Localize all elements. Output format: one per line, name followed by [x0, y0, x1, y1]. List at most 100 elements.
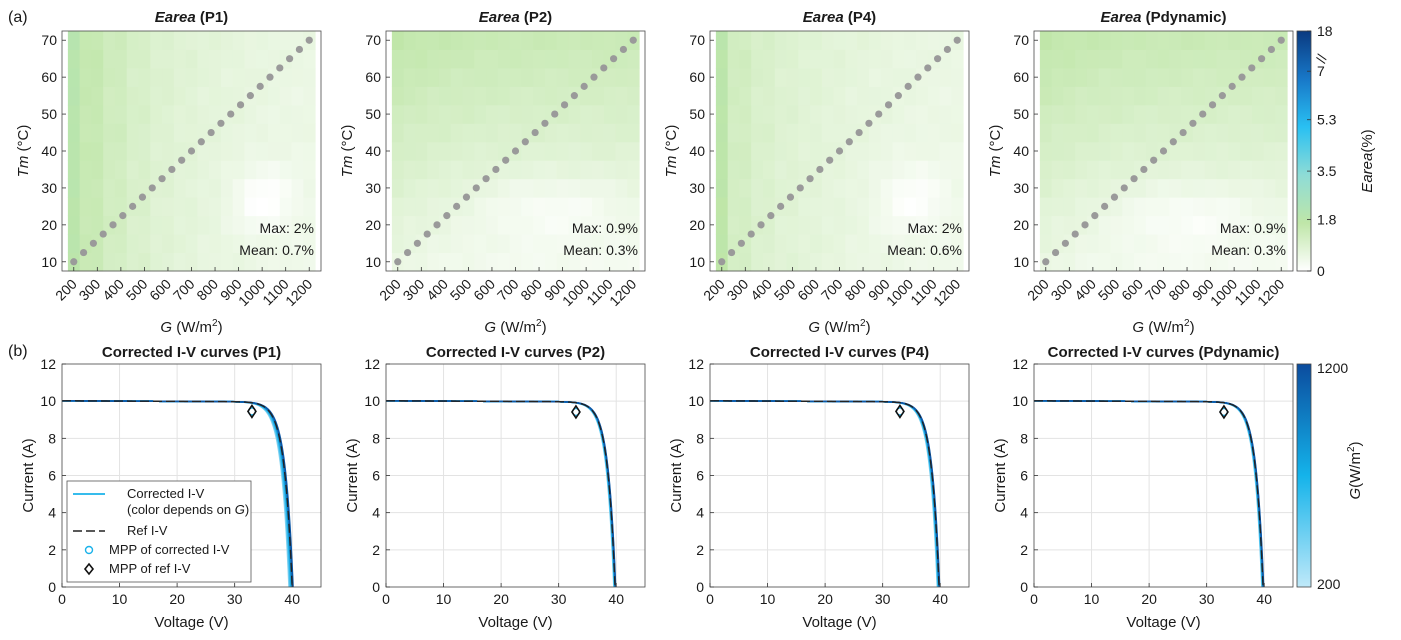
heatmap-cell — [1051, 141, 1064, 161]
heatmap-cell — [845, 31, 858, 50]
heatmap-cell — [162, 178, 175, 198]
heatmap-cell — [1228, 67, 1241, 87]
x-tick-label: 700 — [1142, 276, 1170, 304]
heatmap-cell — [79, 67, 92, 87]
heatmap-cell — [197, 141, 210, 161]
heatmap-cell — [904, 160, 917, 180]
diagonal-marker — [423, 230, 431, 238]
heatmap-cell — [497, 67, 511, 87]
diagonal-marker — [295, 45, 304, 54]
heatmap-cell — [1134, 86, 1147, 106]
heatmap-cell — [615, 252, 628, 272]
heatmap-cell — [256, 104, 269, 124]
heatmap-cell — [580, 197, 593, 217]
heatmap-cell — [603, 67, 617, 87]
heatmap-cell — [857, 86, 870, 106]
heatmap-cell — [739, 86, 752, 106]
heatmap-cell — [521, 67, 534, 87]
heatmap-cell — [1181, 234, 1194, 254]
heatmap-cell — [474, 123, 487, 143]
heatmap-cell — [1228, 178, 1241, 198]
heatmap-cell — [1204, 49, 1217, 69]
heatmap-cell — [568, 197, 581, 217]
x-tick-label: 30 — [227, 591, 243, 607]
heatmap-cell — [291, 49, 304, 69]
heatmap-cell — [603, 49, 617, 69]
colorbar-tick-label-max: 1200 — [1317, 360, 1348, 376]
heatmap-cell — [892, 178, 905, 198]
heatmap-cell — [627, 160, 640, 180]
heatmap-cell — [1157, 234, 1170, 254]
heatmap-cell — [1145, 215, 1159, 235]
heatmap-cell — [91, 252, 104, 272]
y-tick-label: 50 — [689, 106, 705, 122]
heatmap-cell — [762, 141, 776, 161]
heatmap-cell — [1228, 49, 1241, 69]
heatmap-cell — [126, 123, 140, 143]
colorbar-label: G(W/m2) — [1346, 441, 1364, 499]
x-tick-label: 800 — [841, 276, 869, 304]
heatmap-cell — [1098, 234, 1112, 254]
x-tick-label: 10 — [1084, 591, 1100, 607]
heatmap-cell — [138, 215, 151, 235]
heatmap-cell — [1240, 160, 1253, 180]
heatmap-cell — [509, 86, 522, 106]
heatmap-cell — [1275, 123, 1288, 143]
heatmap-cell — [786, 67, 799, 87]
heatmap-cell — [232, 86, 245, 106]
heatmap-cell — [150, 252, 163, 272]
heatmap-cell — [1122, 67, 1135, 87]
heatmap-cell — [103, 178, 116, 198]
heatmap-cell — [162, 123, 175, 143]
heatmap-cell — [244, 31, 257, 50]
heatmap-cell — [1204, 215, 1217, 235]
y-tick-label: 4 — [696, 505, 704, 521]
heatmap-cell — [79, 104, 92, 124]
heatmap-cell — [256, 197, 269, 217]
heatmap-cell — [185, 215, 198, 235]
heatmap-cell — [103, 160, 116, 180]
heatmap-cell — [927, 197, 941, 217]
heatmap-cell — [279, 123, 293, 143]
heatmap-cell — [1192, 197, 1206, 217]
stat-mean: Mean: 0.3% — [563, 242, 638, 258]
heatmap-cell — [1251, 31, 1265, 50]
diagonal-marker — [158, 175, 166, 183]
heatmap-cell — [786, 252, 799, 272]
heatmap-cell — [268, 31, 281, 50]
heatmap-cell — [845, 252, 858, 272]
heatmap-cell — [821, 31, 835, 50]
stat-mean: Mean: 0.7% — [239, 242, 314, 258]
heatmap-cell — [916, 215, 929, 235]
heatmap-cell — [1157, 160, 1170, 180]
x-tick-label: 30 — [1199, 591, 1215, 607]
heatmap-cell — [916, 234, 929, 254]
heatmap-cell — [497, 160, 511, 180]
legend-swatch-mpp-corrected — [84, 545, 94, 555]
heatmap-cell — [232, 31, 245, 50]
heatmap-cell — [786, 86, 799, 106]
heatmap-cell — [497, 215, 511, 235]
heatmap-cell — [544, 197, 558, 217]
heatmap-cell — [197, 67, 210, 87]
heatmap-cell — [1134, 104, 1147, 124]
heatmap-cell — [1051, 67, 1064, 87]
heatmap-cell — [232, 234, 245, 254]
heatmap-cell — [462, 31, 475, 50]
heatmap-cell — [798, 67, 811, 87]
heatmap-cell — [256, 123, 269, 143]
heatmap-cell — [786, 160, 799, 180]
heatmap-cell — [114, 252, 128, 272]
heatmap-cell — [415, 178, 428, 198]
heatmap-cell — [185, 49, 198, 69]
heatmap-cell — [1157, 49, 1170, 69]
colorbar-tick-label: 1.8 — [1317, 212, 1337, 228]
heatmap-cell — [774, 141, 788, 161]
heatmap-cell — [220, 252, 234, 272]
heatmap-cell — [497, 234, 511, 254]
heatmap-cell — [244, 215, 257, 235]
heatmap-cell — [291, 178, 304, 198]
heatmap-cell — [1122, 197, 1135, 217]
heatmap-cell — [415, 197, 428, 217]
